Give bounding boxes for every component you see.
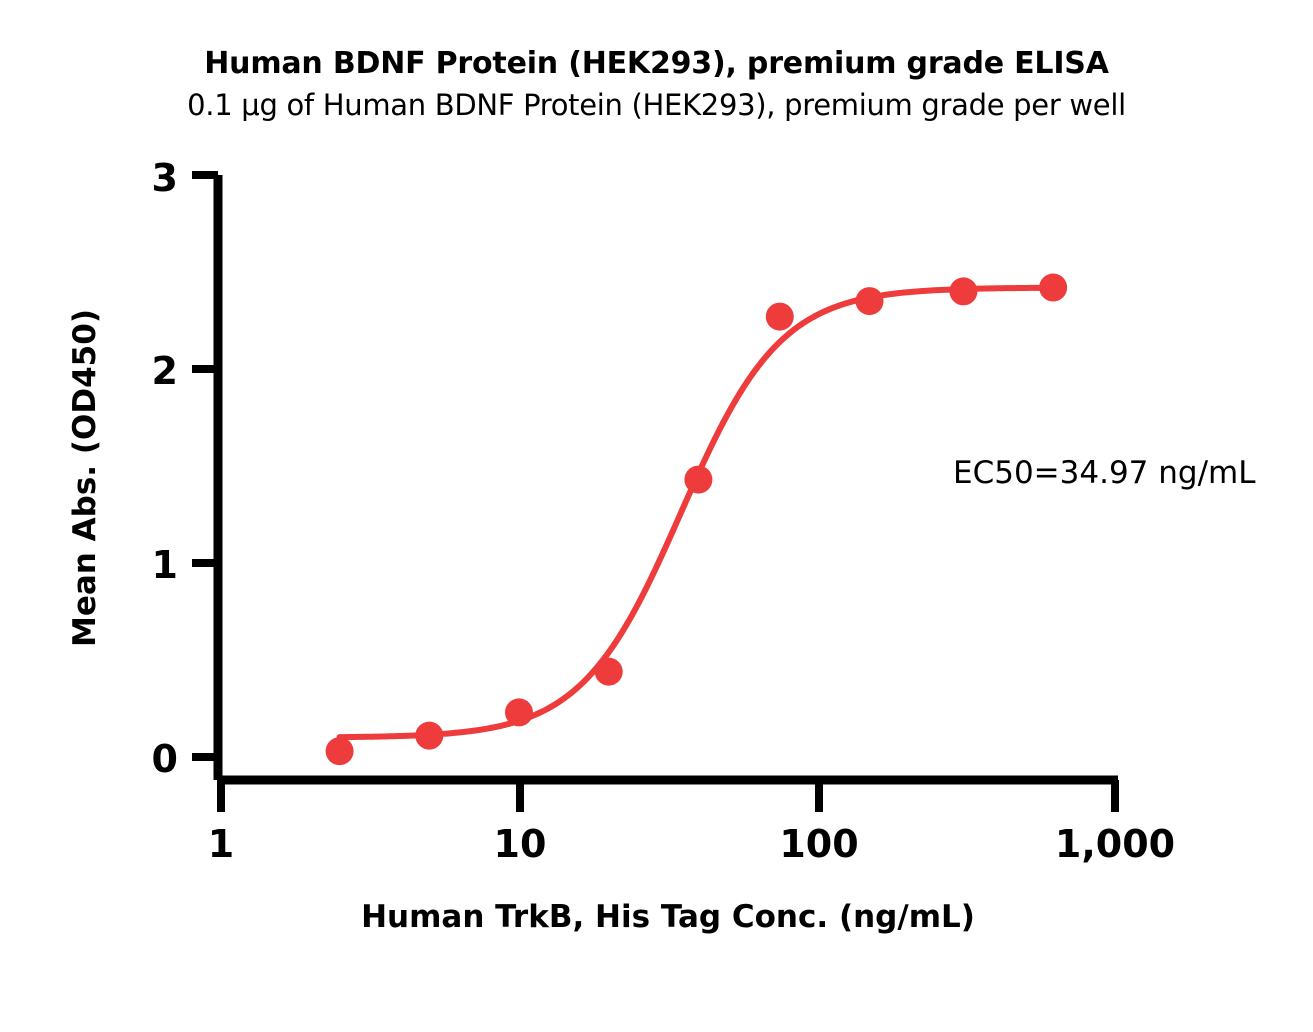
data-point xyxy=(765,302,794,331)
dose-response-curve xyxy=(336,284,1057,741)
data-point xyxy=(505,698,533,727)
x-tick-label-10: 10 xyxy=(494,822,547,866)
data-point xyxy=(415,721,444,750)
data-point xyxy=(594,657,623,686)
data-point xyxy=(325,737,354,766)
x-axis-title: Human TrkB, His Tag Conc. (ng/mL) xyxy=(361,899,975,935)
data-point xyxy=(855,287,884,316)
x-tick-label-1000: 1,000 xyxy=(1055,822,1175,866)
y-tick-label-2: 2 xyxy=(152,349,178,393)
x-tick-label-100: 100 xyxy=(779,822,858,866)
figure-title-block: Human BDNF Protein (HEK293), premium gra… xyxy=(0,44,1313,126)
ec50-annotation: EC50=34.97 ng/mL xyxy=(953,455,1256,491)
data-point xyxy=(1039,273,1068,302)
data-point-group xyxy=(325,273,1068,766)
data-point xyxy=(949,277,978,306)
figure-subtitle: 0.1 μg of Human BDNF Protein (HEK293), p… xyxy=(187,88,1126,122)
y-tick-label-3: 3 xyxy=(152,156,178,200)
data-point xyxy=(684,465,713,494)
x-axis-ticks xyxy=(217,780,1119,812)
x-axis-tick-labels: 1 10 100 1,000 xyxy=(208,822,1175,866)
y-tick-label-1: 1 xyxy=(152,543,178,587)
x-tick-label-1: 1 xyxy=(208,822,234,866)
y-axis-tick-labels: 0 1 2 3 xyxy=(152,156,178,781)
y-tick-label-0: 0 xyxy=(152,737,178,781)
y-axis-title: Mean Abs. (OD450) xyxy=(67,309,103,647)
page-title: Human BDNF Protein (HEK293), premium gra… xyxy=(204,46,1109,81)
y-axis-ticks xyxy=(192,171,218,761)
